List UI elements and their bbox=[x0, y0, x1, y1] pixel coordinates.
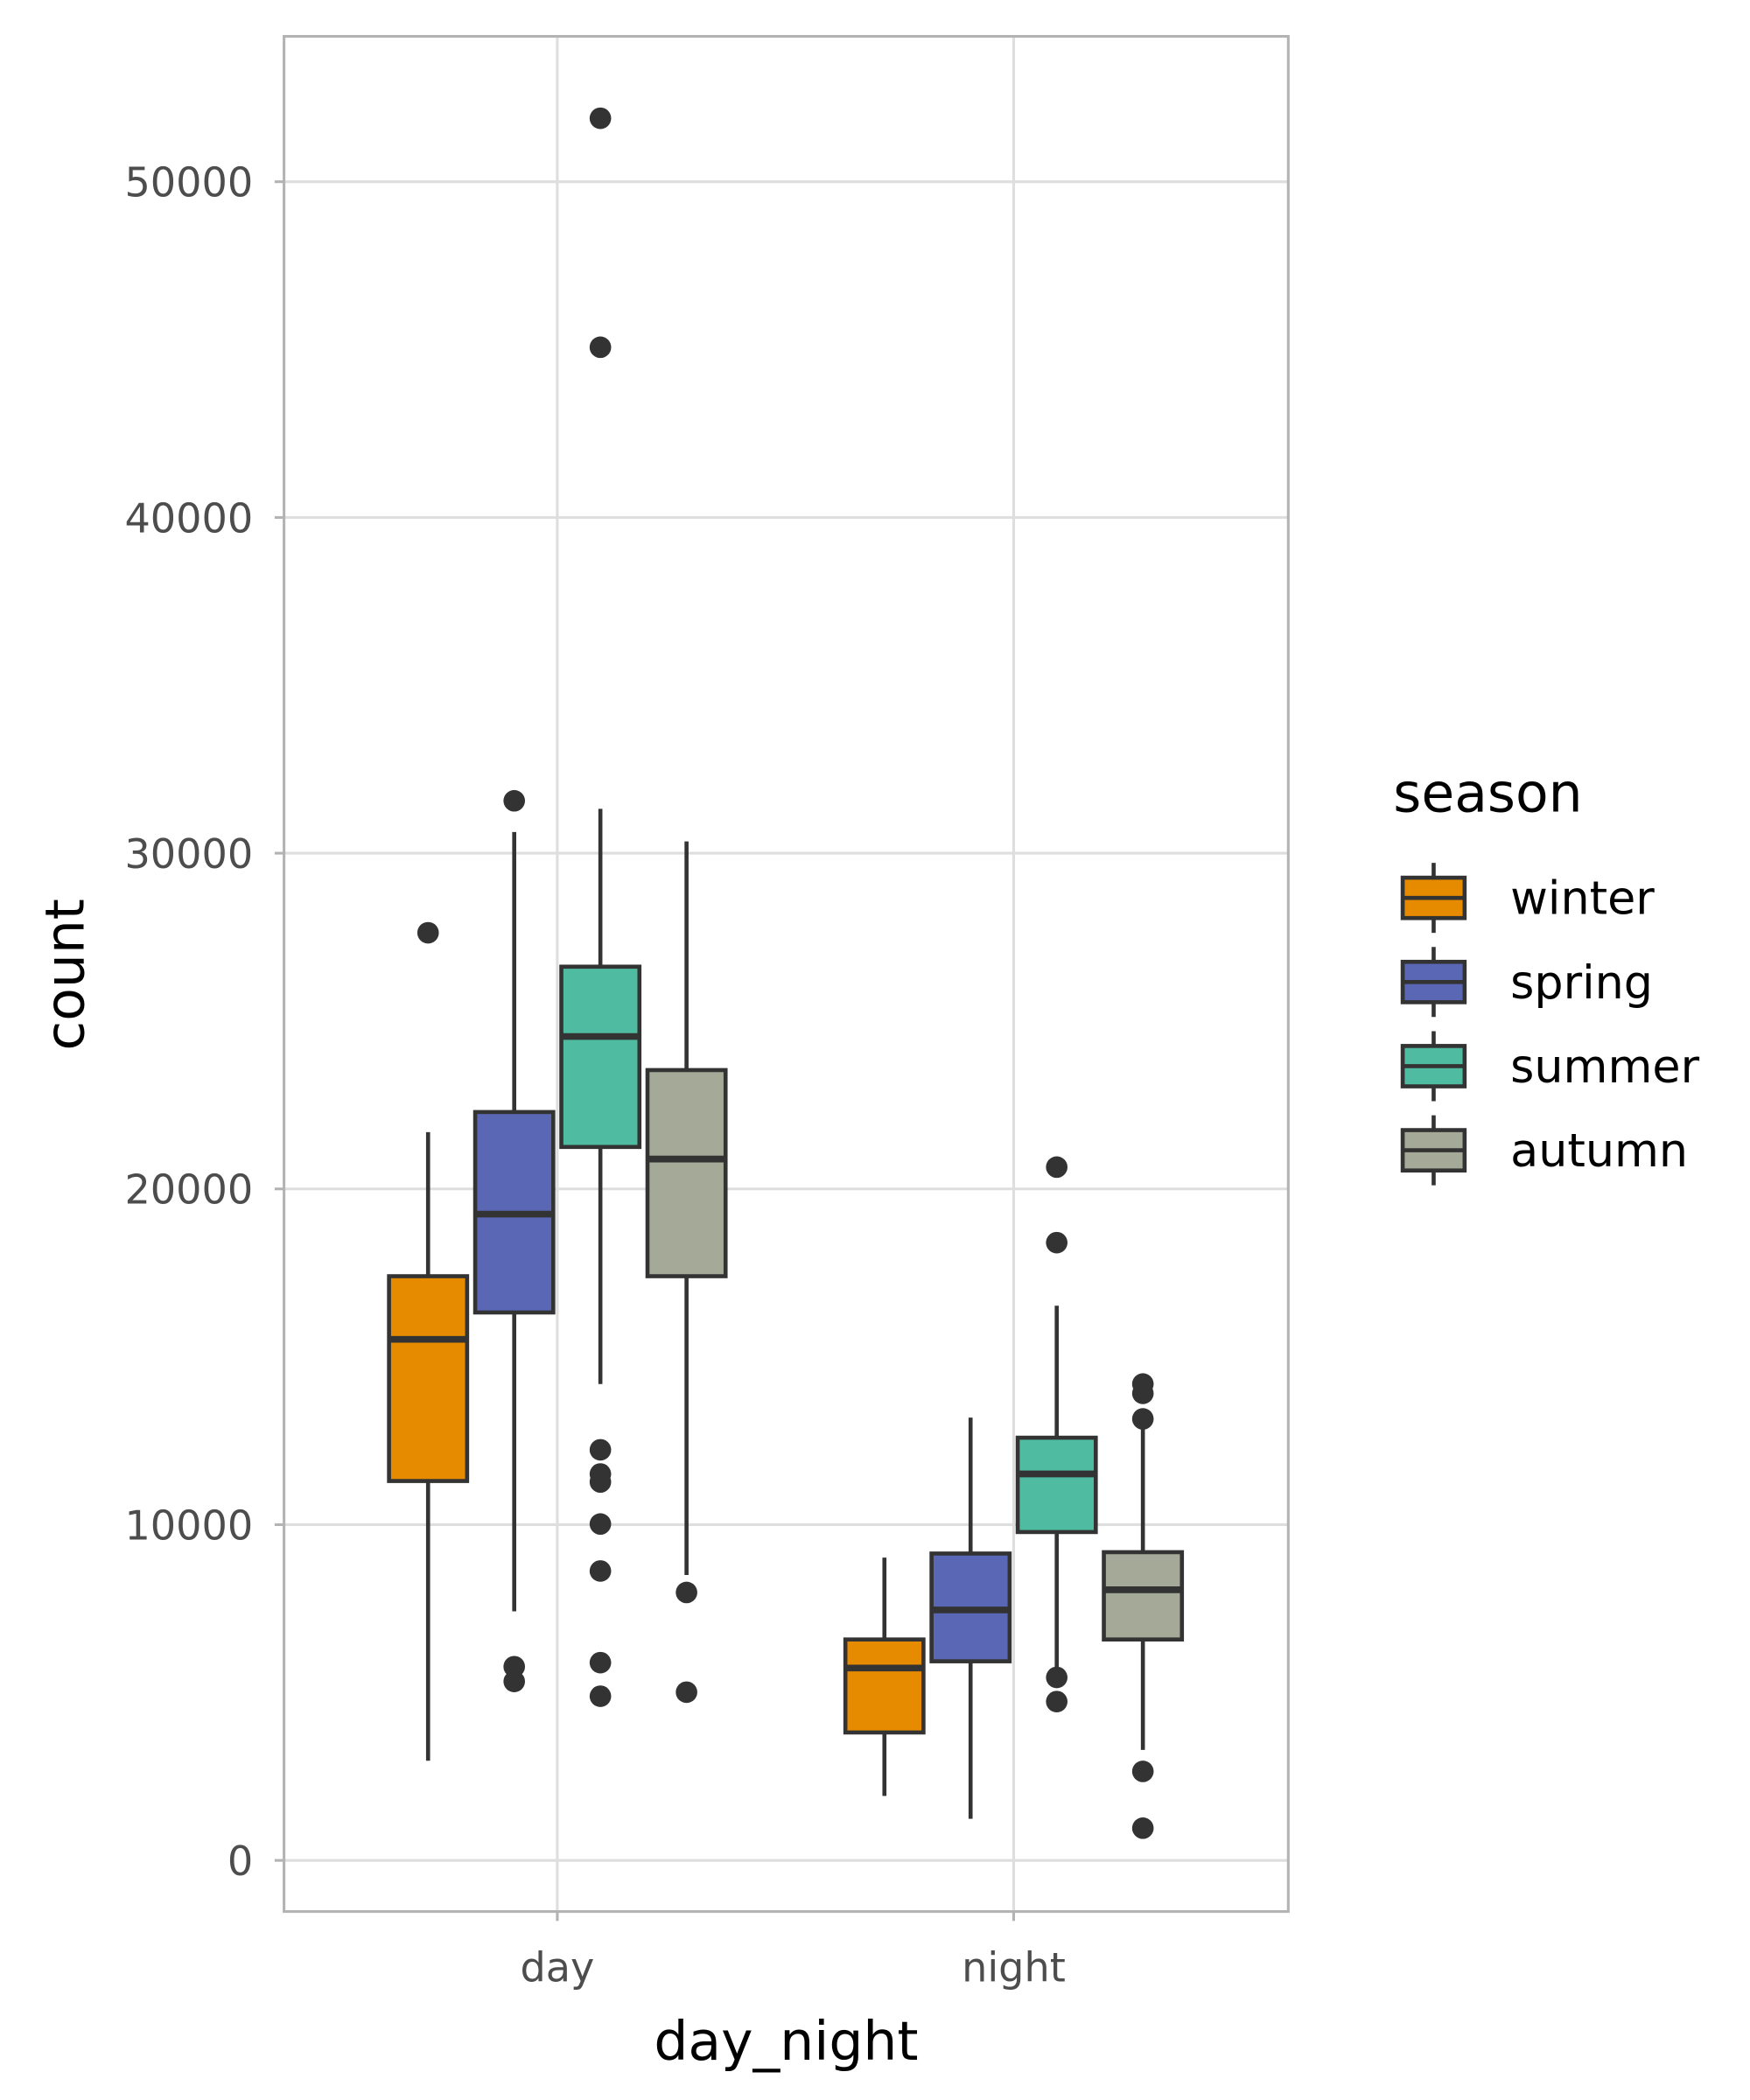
boxes bbox=[387, 107, 1185, 1839]
x-tick-label: day bbox=[520, 1944, 594, 1992]
legend-title: season bbox=[1393, 762, 1582, 825]
legend-label: autumn bbox=[1510, 1124, 1688, 1178]
box-winter-night bbox=[843, 1558, 926, 1796]
box bbox=[1102, 1550, 1185, 1642]
box-winter-day bbox=[387, 921, 470, 1761]
legend-item-winter: winter bbox=[1400, 863, 1655, 934]
y-axis-ticks: 0 10000 20000 30000 40000 50000 bbox=[124, 159, 284, 1885]
y-tick-label: 50000 bbox=[124, 159, 253, 206]
box-autumn-night bbox=[1102, 1373, 1185, 1839]
box bbox=[645, 1068, 728, 1278]
box-summer-day bbox=[559, 107, 642, 1707]
y-tick-label: 10000 bbox=[124, 1502, 253, 1549]
outlier-point bbox=[1046, 1666, 1068, 1689]
outlier-point bbox=[1046, 1156, 1068, 1179]
outlier-point bbox=[589, 1560, 612, 1582]
outlier-point bbox=[503, 789, 525, 812]
outlier-point bbox=[589, 1438, 612, 1461]
legend-label: winter bbox=[1510, 872, 1655, 926]
legend: winter spring summer autumn bbox=[1400, 863, 1700, 1186]
legend-label: spring bbox=[1510, 956, 1653, 1010]
outlier-point bbox=[1046, 1231, 1068, 1254]
outlier-point bbox=[503, 1670, 525, 1692]
legend-label: summer bbox=[1510, 1040, 1699, 1094]
outlier-point bbox=[503, 1656, 525, 1678]
panel-border bbox=[283, 35, 1290, 1914]
y-tick-label: 40000 bbox=[124, 494, 253, 542]
box bbox=[559, 964, 642, 1150]
outlier-point bbox=[1131, 1408, 1154, 1430]
box-summer-night bbox=[1015, 1156, 1098, 1712]
outlier-point bbox=[676, 1681, 697, 1704]
outlier-point bbox=[589, 107, 612, 130]
outlier-point bbox=[1131, 1817, 1154, 1839]
outlier-point bbox=[589, 1513, 612, 1536]
y-tick-label: 20000 bbox=[124, 1166, 253, 1214]
outlier-point bbox=[1131, 1760, 1154, 1782]
legend-item-summer: summer bbox=[1400, 1031, 1700, 1102]
outlier-point bbox=[589, 336, 612, 359]
box bbox=[843, 1637, 926, 1735]
x-tick-label: night bbox=[962, 1944, 1066, 1992]
outlier-point bbox=[589, 1651, 612, 1674]
outlier-point bbox=[589, 1685, 612, 1707]
outlier-point bbox=[589, 1471, 612, 1494]
x-axis-ticks: day night bbox=[520, 1911, 1066, 1992]
outlier-point bbox=[1131, 1382, 1154, 1404]
box bbox=[387, 1274, 470, 1483]
outlier-point bbox=[676, 1581, 697, 1604]
outlier-point bbox=[416, 921, 439, 944]
box bbox=[1015, 1435, 1098, 1535]
y-axis-title: count bbox=[33, 899, 96, 1051]
box-spring-night bbox=[929, 1418, 1012, 1819]
y-tick-label: 0 bbox=[228, 1838, 253, 1885]
box-spring-day bbox=[472, 789, 556, 1692]
box-autumn-day bbox=[645, 841, 728, 1704]
legend-item-spring: spring bbox=[1400, 947, 1653, 1018]
y-tick-label: 30000 bbox=[124, 830, 253, 878]
grid bbox=[284, 36, 1289, 1912]
x-axis-title: day_night bbox=[654, 2010, 918, 2073]
outlier-point bbox=[1046, 1690, 1068, 1712]
legend-item-autumn: autumn bbox=[1400, 1115, 1688, 1186]
